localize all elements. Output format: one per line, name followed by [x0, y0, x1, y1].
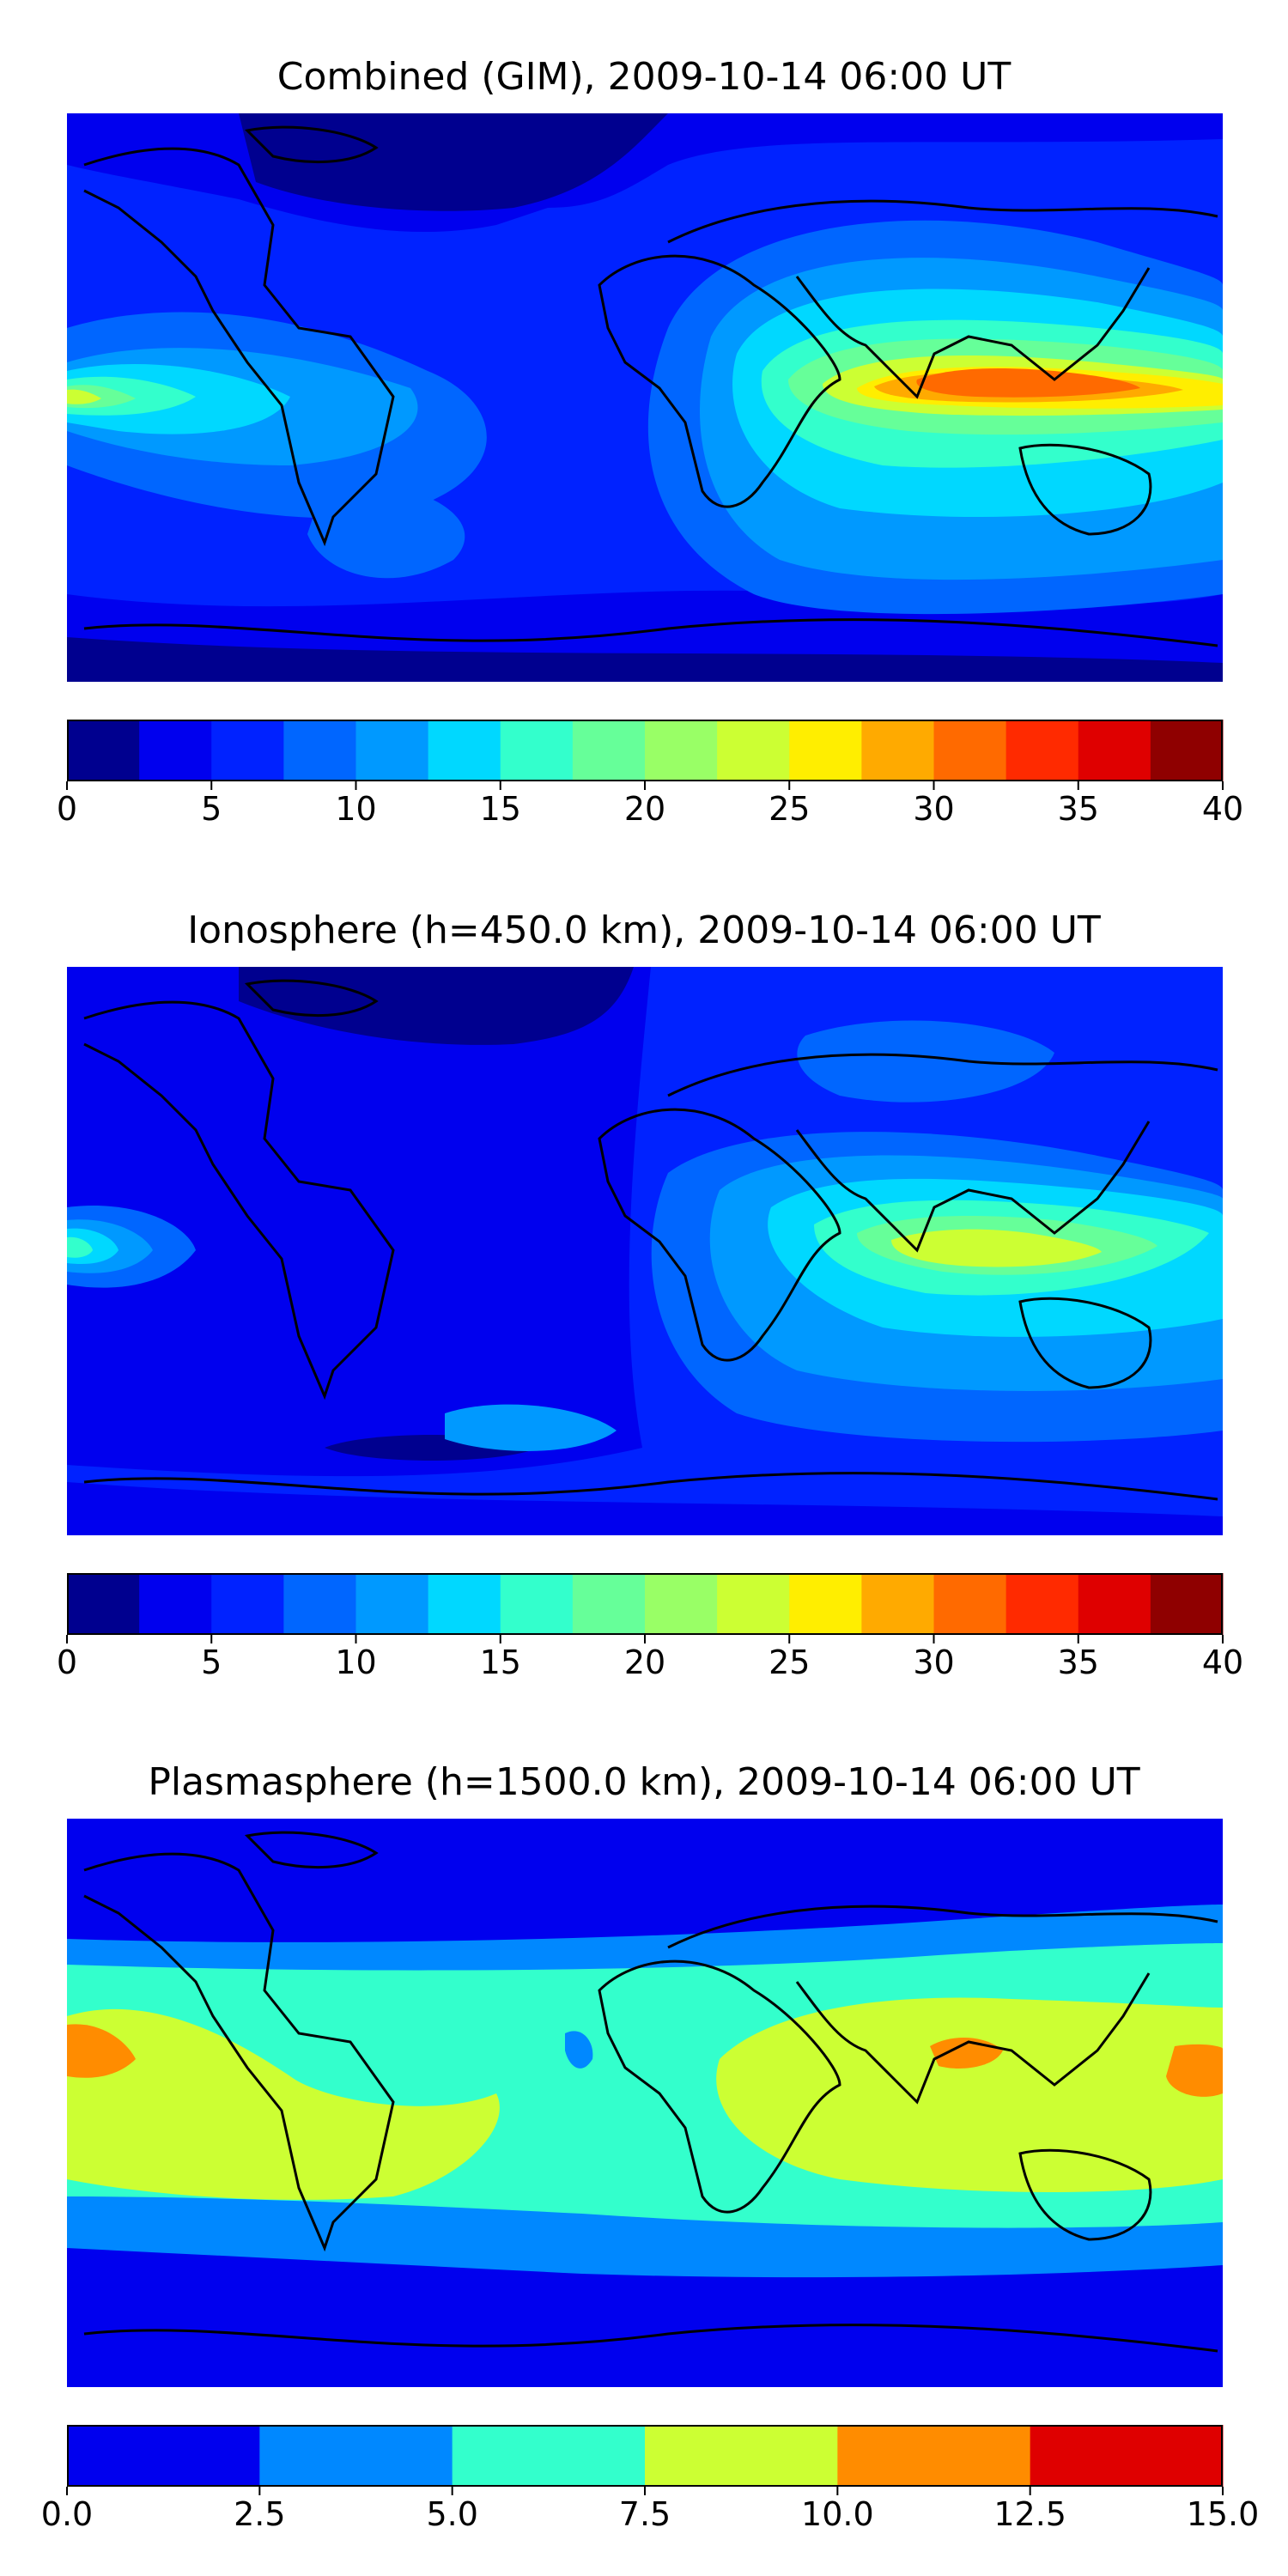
colorbar-level [572, 720, 646, 781]
colorbar-level [283, 720, 356, 781]
colorbar-level [837, 2425, 1031, 2487]
colorbar-level [1030, 2425, 1224, 2487]
colorbar-level [933, 720, 1007, 781]
colorbar-tick-label: 20 [623, 790, 666, 828]
colorbar-tick-label: 25 [769, 790, 811, 828]
colorbar-tick-label: 15 [479, 790, 521, 828]
colorbar-level [428, 720, 501, 781]
colorbar-tick-label: 40 [1201, 790, 1244, 828]
colorbar-level [572, 1573, 646, 1635]
colorbar-tick-label: 40 [1201, 1643, 1244, 1681]
tec-map-combined [67, 113, 1223, 682]
colorbar-tick-label: 10.0 [801, 2495, 874, 2533]
colorbar-level [645, 720, 718, 781]
colorbar-level [1078, 1573, 1151, 1635]
colorbar-level [645, 2425, 838, 2487]
colorbar-level [139, 1573, 212, 1635]
colorbar-level [861, 720, 934, 781]
colorbar-level [139, 720, 212, 781]
colorbar-level [645, 1573, 718, 1635]
colorbar-level [211, 1573, 284, 1635]
colorbar-tick-label: 0 [56, 790, 78, 828]
colorbar-tick-label: 35 [1057, 1643, 1099, 1681]
colorbar-level [428, 1573, 501, 1635]
colorbar-tick-label: 15 [479, 1643, 521, 1681]
colorbar-level [259, 2425, 453, 2487]
colorbar-level [67, 720, 140, 781]
colorbar-frame [67, 1573, 1223, 1635]
colorbar-level [789, 1573, 862, 1635]
panel-title: Plasmasphere (h=1500.0 km), 2009-10-14 0… [148, 1760, 1140, 1804]
colorbar-level [500, 720, 574, 781]
panel-title: Combined (GIM), 2009-10-14 06:00 UT [276, 55, 1012, 99]
colorbar-level [452, 2425, 646, 2487]
colorbar-level [500, 1573, 574, 1635]
colorbar-ticks-plasmasphere: 0.0 2.5 5.0 7.5 10.0 12.5 15.0 [0, 2488, 1288, 2533]
colorbar-level [283, 1573, 356, 1635]
colorbar-tick-label: 30 [913, 1643, 955, 1681]
tec-map-plasmasphere [67, 1819, 1223, 2387]
colorbar-level [1005, 1573, 1079, 1635]
colorbar-combined [66, 720, 1224, 790]
colorbar-level [67, 1573, 140, 1635]
colorbar-tick-label: 15.0 [1186, 2495, 1260, 2533]
colorbar-tick-label: 7.5 [618, 2495, 671, 2533]
colorbar-tick-label: 10 [335, 1643, 377, 1681]
panel-title: Ionosphere (h=450.0 km), 2009-10-14 06:0… [187, 908, 1101, 952]
colorbar-tick-label: 20 [623, 1643, 666, 1681]
colorbar-tick-label: 2.5 [234, 2495, 286, 2533]
colorbar-level [1150, 720, 1224, 781]
colorbar-ionosphere [66, 1573, 1224, 1643]
tec-map-ionosphere [67, 967, 1223, 1535]
colorbar-level [861, 1573, 934, 1635]
colorbar-tick-label: 0 [56, 1643, 78, 1681]
colorbar-level [717, 720, 790, 781]
colorbar-tick-label: 35 [1057, 790, 1099, 828]
colorbar-level [67, 2425, 260, 2487]
colorbar-tick-label: 5 [201, 1643, 222, 1681]
colorbar-tick-label: 30 [913, 790, 955, 828]
colorbar-tick-label: 5 [201, 790, 222, 828]
colorbar-frame [67, 720, 1223, 781]
colorbar-level [789, 720, 862, 781]
colorbar-ticks-combined: 0 5 10 15 20 25 30 35 40 [0, 783, 1288, 828]
panel-ionosphere: Ionosphere (h=450.0 km), 2009-10-14 06:0… [0, 908, 1288, 1681]
colorbar-level [1078, 720, 1151, 781]
colorbar-tick-label: 12.5 [993, 2495, 1066, 2533]
colorbar-ticks-ionosphere: 0 5 10 15 20 25 30 35 40 [0, 1637, 1288, 1681]
colorbar-frame [67, 2425, 1223, 2487]
colorbar-level [211, 720, 284, 781]
colorbar-plasmasphere [66, 2425, 1224, 2495]
panel-combined: Combined (GIM), 2009-10-14 06:00 UT [0, 0, 1288, 859]
colorbar-tick-label: 5.0 [426, 2495, 478, 2533]
colorbar-level [933, 1573, 1007, 1635]
colorbar-level [717, 1573, 790, 1635]
colorbar-level [1005, 720, 1079, 781]
colorbar-tick-label: 25 [769, 1643, 811, 1681]
colorbar-tick-label: 0.0 [40, 2495, 94, 2533]
colorbar-tick-label: 10 [335, 790, 377, 828]
colorbar-level [1150, 1573, 1224, 1635]
colorbar-level [355, 720, 429, 781]
colorbar-level [355, 1573, 429, 1635]
